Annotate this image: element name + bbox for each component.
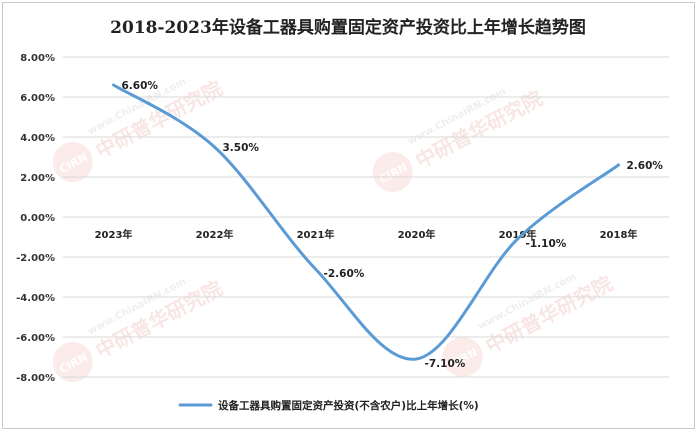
x-tick-label: 2020年 — [398, 228, 436, 241]
watermark-logo-icon — [52, 341, 93, 382]
watermark-logo-icon — [52, 141, 93, 182]
y-axis-ticks: 8.00% 6.00% 4.00% 2.00% 0.00% -2.00% -4.00% -6.… — [16, 53, 55, 384]
data-label: 3.50% — [223, 142, 260, 154]
watermark-logo-icon — [442, 336, 483, 377]
series-line-equipment-investment — [112, 83, 620, 361]
data-label: -2.60% — [324, 268, 365, 280]
data-labels: 6.60% 3.50% -2.60% -7.10% -1.10% 2.60% — [122, 80, 664, 370]
y-tick-label: 8.00% — [20, 53, 55, 64]
x-tick-label: 2021年 — [297, 228, 335, 241]
y-tick-label: -2.00% — [16, 253, 55, 264]
watermark-logo-icon — [372, 151, 413, 192]
chart-title: 2018-2023年设备工器具购置固定资产投资比上年增长趋势图 — [110, 17, 586, 38]
y-tick-label: -4.00% — [16, 293, 55, 304]
data-label: -7.10% — [425, 358, 466, 370]
y-tick-label: -6.00% — [16, 333, 55, 344]
y-tick-label: 6.00% — [20, 93, 55, 104]
y-tick-label: 0.00% — [20, 213, 55, 224]
y-tick-label: -8.00% — [16, 373, 55, 384]
x-tick-label: 2018年 — [600, 228, 638, 241]
y-tick-label: 4.00% — [20, 133, 55, 144]
data-label: 6.60% — [122, 80, 159, 92]
legend-label: 设备工器具购置固定资产投资(不含农户)比上年增长(%) — [218, 399, 479, 412]
data-label: -1.10% — [526, 238, 567, 250]
x-axis-ticks: 2023年 2022年 2021年 2020年 2019年 2018年 — [95, 228, 638, 241]
data-label: 2.60% — [627, 160, 664, 172]
x-tick-label: 2022年 — [196, 228, 234, 241]
legend: 设备工器具购置固定资产投资(不含农户)比上年增长(%) — [178, 399, 479, 412]
x-tick-label: 2023年 — [95, 228, 133, 241]
y-tick-label: 2.00% — [20, 173, 55, 184]
gridlines — [63, 56, 669, 378]
